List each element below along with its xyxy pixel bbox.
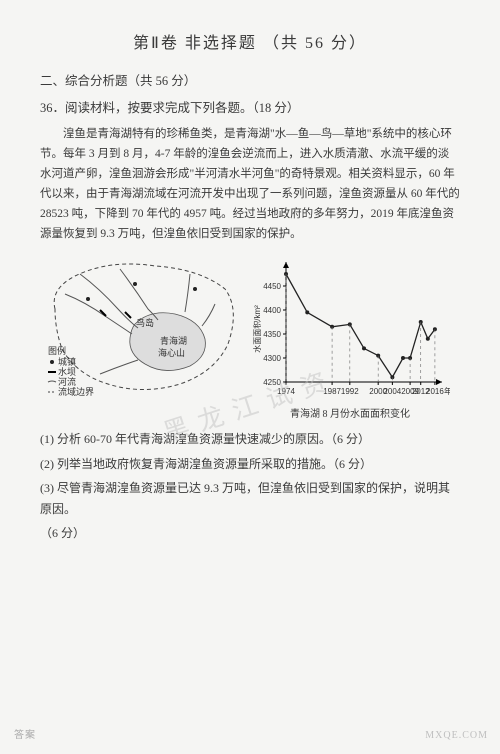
svg-text:4350: 4350 [263, 330, 281, 339]
svg-text:1974: 1974 [277, 387, 295, 396]
line-chart: 4250 4300 4350 4400 4450 水面面积/km² 1974 19871992… [250, 254, 450, 404]
footer-right: MXQE.COM [425, 727, 488, 744]
question-passage: 湟鱼是青海湖特有的珍稀鱼类，是青海湖"水—鱼—鸟—草地"系统中的核心环节。每年 … [40, 124, 460, 245]
section-heading: 二、综合分析题（共 56 分） [40, 71, 460, 92]
legend-title: 图例 [48, 345, 66, 356]
figure-row: 鸟岛 青海湖 海心山 图例 城镇 水坝 河流 流域边界 4250 4300 4350… [40, 254, 460, 423]
legend-item: 水坝 [58, 366, 76, 377]
title-part3: （共 56 分） [263, 35, 367, 52]
svg-text:4250: 4250 [263, 378, 281, 387]
svg-text:4400: 4400 [263, 306, 281, 315]
town-marker [86, 297, 90, 301]
map-figure: 鸟岛 青海湖 海心山 图例 城镇 水坝 河流 流域边界 [40, 254, 240, 404]
label-mountain: 海心山 [158, 347, 185, 358]
sub-question-2: (2) 列举当地政府恢复青海湖湟鱼资源量所采取的措施。（6 分） [40, 454, 460, 474]
chart-container: 4250 4300 4350 4400 4450 水面面积/km² 1974 19871992… [250, 254, 450, 423]
town-marker [133, 282, 137, 286]
river-6 [100, 360, 138, 374]
title-part1: 第Ⅱ卷 [133, 35, 179, 52]
river-5 [202, 304, 215, 326]
legend-item: 流域边界 [58, 386, 94, 397]
svg-text:1987: 1987 [323, 387, 341, 396]
title-part2: 非选择题 [185, 35, 257, 52]
svg-text:4450: 4450 [263, 282, 281, 291]
label-lake: 青海湖 [160, 335, 187, 346]
chart-caption: 青海湖 8 月份水面面积变化 [250, 406, 450, 423]
river-1 [65, 294, 132, 334]
town-marker [193, 287, 197, 291]
river-4 [185, 274, 190, 312]
svg-text:2004: 2004 [383, 387, 401, 396]
sub-question-1: (1) 分析 60-70 年代青海湖湟鱼资源量快速减少的原因。（6 分） [40, 429, 460, 449]
label-bird-island: 鸟岛 [136, 317, 154, 328]
svg-text:水面面积/km²: 水面面积/km² [252, 305, 262, 353]
footer-left: 答案 [14, 727, 36, 744]
svg-text:1992: 1992 [341, 387, 359, 396]
question-number-line: 36．阅读材料，按要求完成下列各题。（18 分） [40, 98, 460, 119]
svg-text:4300: 4300 [263, 354, 281, 363]
svg-text:年: 年 [444, 386, 450, 396]
sub-question-3a: (3) 尽管青海湖湟鱼资源量已达 9.3 万吨，但湟鱼依旧受到国家的保护，说明其… [40, 478, 460, 519]
legend-item: 城镇 [58, 356, 76, 367]
page-title: 第Ⅱ卷 非选择题 （共 56 分） [40, 30, 460, 57]
svg-text:2016: 2016 [426, 387, 444, 396]
sub-question-3b: （6 分） [40, 523, 460, 543]
legend-item: 河流 [58, 376, 76, 387]
